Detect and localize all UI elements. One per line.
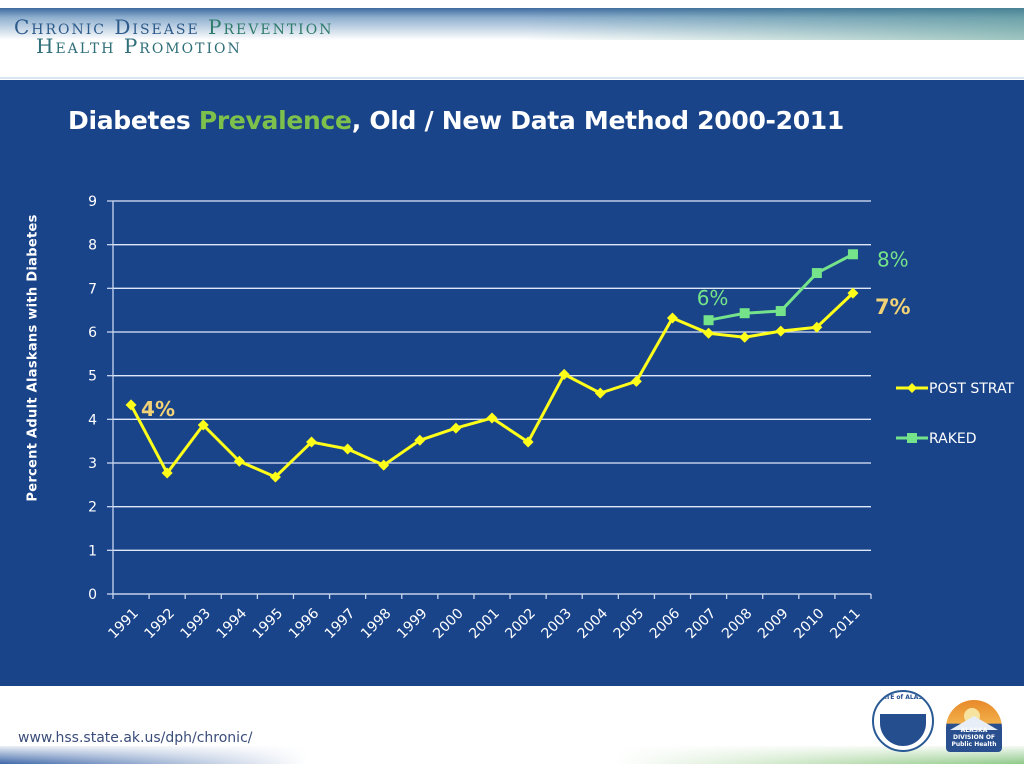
data-point-post-strat-2004	[594, 387, 606, 399]
annotation-8pct: 8%	[877, 247, 909, 271]
x-tick-label-1991: 1991	[105, 606, 142, 643]
title-part-1: Diabetes	[68, 106, 199, 135]
y-tick-label-8: 8	[88, 238, 97, 254]
legend-marker-raked	[907, 433, 917, 443]
y-tick-label-3: 3	[88, 456, 97, 472]
mountain-icon	[950, 716, 998, 730]
brand-line-1a: Chronic Disease	[14, 15, 209, 39]
data-point-post-strat-2010	[811, 321, 823, 333]
x-tick-label-2009: 2009	[755, 606, 792, 643]
data-point-post-strat-1996	[306, 436, 318, 448]
data-point-raked-2009	[775, 306, 786, 317]
x-tick-label-1999: 1999	[394, 606, 431, 643]
state-logo-emblem	[880, 714, 926, 746]
dph-logo-line-1: ALASKA DIVISION OF	[952, 727, 996, 741]
data-point-post-strat-2011	[847, 287, 859, 299]
data-point-raked-2007	[703, 315, 714, 326]
data-point-post-strat-2003	[558, 368, 570, 380]
legend: POST STRAT RAKED	[896, 381, 1014, 447]
data-point-post-strat-1994	[233, 455, 245, 467]
dph-logo-line-2: Public Health	[951, 741, 997, 748]
brand-logo-text: Chronic Disease Prevention Health Promot…	[14, 15, 334, 58]
x-tick-label-2007: 2007	[683, 606, 720, 643]
legend-label-post-strat: POST STRAT	[929, 381, 1014, 397]
brand-line-1b: Prevention	[208, 15, 334, 39]
data-point-post-strat-2008	[739, 331, 751, 343]
legend-marker-post-strat	[907, 383, 917, 393]
data-point-post-strat-1991	[125, 399, 137, 411]
x-tick-labels: 1991 1992 1993 1994 1995 1996 1997 1998 1999 2000…	[105, 605, 863, 642]
header-band	[0, 8, 1024, 40]
title-accent: Prevalence	[198, 106, 352, 135]
data-point-post-strat-2009	[775, 325, 787, 337]
series-line-post-strat	[129, 292, 854, 479]
brand-line-2: Health Promotion	[36, 34, 242, 58]
footer-band	[0, 746, 1024, 764]
data-point-post-strat-1995	[269, 471, 281, 483]
x-tick-label-2005: 2005	[611, 606, 648, 643]
x-tick-label-1995: 1995	[250, 606, 287, 643]
data-point-post-strat-1998	[378, 459, 390, 471]
data-point-post-strat-2000	[450, 422, 462, 434]
y-tick-label-0: 0	[88, 587, 97, 603]
state-logo-text: STATE of ALASKA	[874, 694, 932, 701]
y-tick-label-1: 1	[88, 543, 97, 559]
data-point-post-strat-2005	[630, 375, 642, 387]
footer-url-link[interactable]: www.hss.state.ak.us/dph/chronic/	[18, 730, 253, 746]
chart-panel	[0, 80, 1024, 686]
x-tick-label-1992: 1992	[141, 606, 178, 643]
data-point-post-strat-1992	[161, 467, 173, 479]
x-tick-label-2006: 2006	[647, 605, 684, 642]
brand-line-1: Chronic Disease Prevention	[14, 15, 334, 39]
footer: www.hss.state.ak.us/dph/chronic/ STATE o…	[0, 686, 1024, 768]
title-part-2: , Old / New Data Method 2000-2011	[351, 106, 845, 135]
axes	[107, 200, 872, 599]
annotations: 4% 6% 8% 7%	[141, 247, 911, 421]
series-group	[125, 249, 859, 483]
x-tick-label-2003: 2003	[539, 606, 576, 643]
data-point-post-strat-1999	[414, 434, 426, 446]
header-divider	[0, 77, 1024, 79]
x-tick-label-2010: 2010	[791, 606, 828, 643]
y-tick-labels: 0 1 2 3 4 5 6 7 8 9	[88, 194, 97, 603]
division-public-health-logo: ALASKA DIVISION OF Public Health	[946, 700, 1002, 752]
dph-logo-text: ALASKA DIVISION OF Public Health	[946, 727, 1002, 748]
x-tick-label-2002: 2002	[502, 606, 539, 643]
x-tick-label-1993: 1993	[178, 606, 215, 643]
y-tick-label-5: 5	[88, 369, 97, 385]
x-tick-label-1996: 1996	[286, 605, 323, 642]
x-tick-label-1998: 1998	[358, 606, 395, 643]
x-tick-label-2004: 2004	[575, 605, 612, 642]
y-tick-label-6: 6	[88, 325, 97, 341]
annotation-6pct: 6%	[697, 286, 729, 310]
x-tick-label-2000: 2000	[430, 606, 467, 643]
x-tick-label-1997: 1997	[322, 606, 359, 643]
data-point-post-strat-1997	[342, 443, 354, 455]
data-point-post-strat-2007	[703, 327, 715, 339]
y-tick-label-7: 7	[88, 281, 97, 297]
y-tick-label-4: 4	[88, 412, 97, 428]
data-point-raked-2010	[811, 268, 822, 279]
data-point-post-strat-1993	[197, 419, 209, 431]
gridlines	[113, 200, 871, 595]
legend-label-raked: RAKED	[929, 431, 977, 447]
x-tick-label-2008: 2008	[719, 606, 756, 643]
x-tick-label-2001: 2001	[466, 606, 503, 643]
data-point-post-strat-2001	[486, 412, 498, 424]
x-tick-label-2011: 2011	[827, 606, 864, 643]
annotation-7pct: 7%	[875, 295, 911, 319]
data-point-post-strat-2002	[522, 436, 534, 448]
state-of-alaska-seal-logo: STATE of ALASKA	[872, 690, 934, 752]
annotation-4pct: 4%	[141, 397, 175, 421]
data-point-raked-2008	[739, 308, 750, 319]
data-point-raked-2011	[847, 249, 858, 260]
y-tick-label-9: 9	[88, 194, 97, 210]
data-point-post-strat-2006	[666, 312, 678, 324]
y-tick-label-2: 2	[88, 500, 97, 516]
x-tick-label-1994: 1994	[214, 605, 251, 642]
chart-title: Diabetes Prevalence, Old / New Data Meth…	[68, 106, 844, 135]
